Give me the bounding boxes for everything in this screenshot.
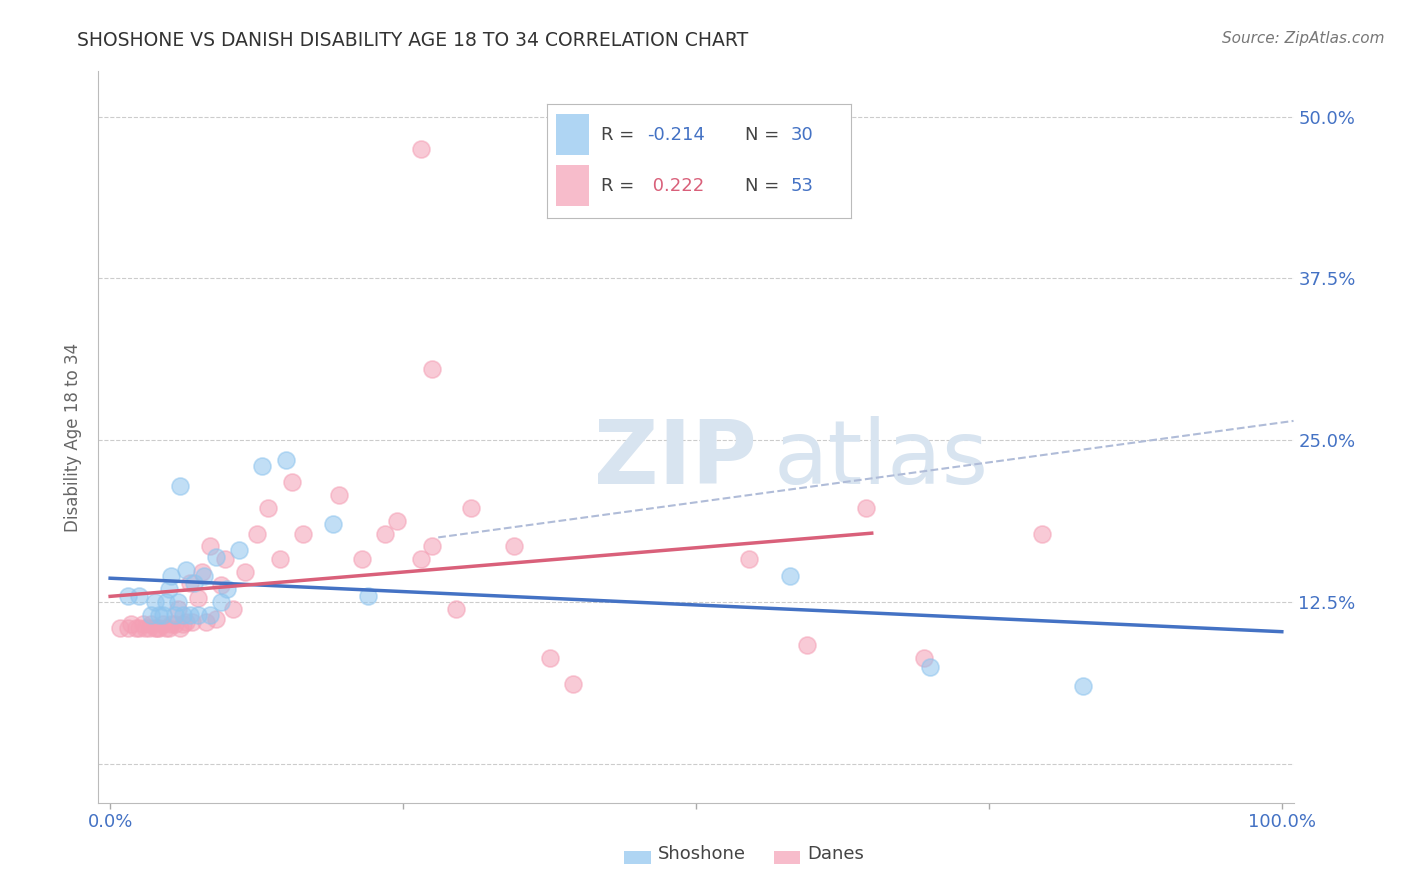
Point xyxy=(163,617,186,632)
Point xyxy=(233,566,256,580)
Point xyxy=(167,595,190,609)
Point xyxy=(252,459,274,474)
Point xyxy=(187,608,209,623)
Point xyxy=(503,540,526,554)
Point xyxy=(128,589,150,603)
Point xyxy=(195,615,218,629)
Text: Danes: Danes xyxy=(807,846,865,863)
Point xyxy=(172,617,194,632)
Point xyxy=(198,540,221,554)
Point xyxy=(357,589,380,603)
Point xyxy=(108,621,131,635)
Point xyxy=(193,569,215,583)
Text: SHOSHONE VS DANISH DISABILITY AGE 18 TO 34 CORRELATION CHART: SHOSHONE VS DANISH DISABILITY AGE 18 TO … xyxy=(77,31,748,50)
Point xyxy=(146,621,169,635)
Point xyxy=(143,595,166,609)
Point xyxy=(117,621,139,635)
Point xyxy=(920,660,942,674)
Point xyxy=(217,582,239,597)
Point xyxy=(160,569,183,583)
Point xyxy=(179,575,201,590)
Point xyxy=(211,595,233,609)
Bar xyxy=(773,851,800,864)
Point xyxy=(204,549,226,564)
Y-axis label: Disability Age 18 to 34: Disability Age 18 to 34 xyxy=(65,343,83,532)
Point xyxy=(183,575,205,590)
Point xyxy=(169,478,191,492)
Point xyxy=(1071,679,1094,693)
Point xyxy=(190,566,212,580)
Point xyxy=(120,617,142,632)
Point xyxy=(143,621,166,635)
Point xyxy=(152,617,174,632)
Point xyxy=(281,475,304,489)
Point xyxy=(385,514,409,528)
Point xyxy=(914,650,936,665)
Point xyxy=(174,563,197,577)
Point xyxy=(160,617,183,632)
Point xyxy=(328,488,350,502)
Point xyxy=(117,589,139,603)
Point xyxy=(152,608,174,623)
Point xyxy=(246,526,269,541)
Text: atlas: atlas xyxy=(773,416,988,502)
Point xyxy=(444,601,467,615)
Point xyxy=(157,582,180,597)
Point xyxy=(292,526,315,541)
Point xyxy=(181,615,204,629)
Point xyxy=(172,608,194,623)
Point xyxy=(163,608,186,623)
Text: Source: ZipAtlas.com: Source: ZipAtlas.com xyxy=(1222,31,1385,46)
Point xyxy=(187,591,209,606)
Point xyxy=(179,608,201,623)
Point xyxy=(169,621,191,635)
Point xyxy=(228,543,250,558)
Point xyxy=(155,621,177,635)
Point xyxy=(409,142,432,156)
Point xyxy=(141,617,163,632)
Text: Shoshone: Shoshone xyxy=(658,846,745,863)
Point xyxy=(198,608,221,623)
Point xyxy=(204,612,226,626)
Point xyxy=(855,500,877,515)
Point xyxy=(460,500,482,515)
Point xyxy=(222,601,245,615)
Point xyxy=(322,517,344,532)
Point xyxy=(274,452,297,467)
Point xyxy=(214,552,236,566)
Point xyxy=(562,676,585,690)
Point xyxy=(134,621,156,635)
Point xyxy=(796,638,818,652)
Point xyxy=(148,621,170,635)
Point xyxy=(738,552,761,566)
Point xyxy=(269,552,291,566)
Point xyxy=(1031,526,1053,541)
Point xyxy=(538,650,561,665)
Point xyxy=(422,362,444,376)
Point xyxy=(352,552,374,566)
Point xyxy=(132,617,155,632)
Point xyxy=(141,608,163,623)
Point xyxy=(138,621,160,635)
Point xyxy=(148,608,170,623)
Point xyxy=(125,621,148,635)
Point xyxy=(779,569,801,583)
Point xyxy=(409,552,432,566)
Point xyxy=(211,578,233,592)
Point xyxy=(128,621,150,635)
Point xyxy=(257,500,280,515)
Point xyxy=(422,540,444,554)
Text: ZIP: ZIP xyxy=(595,416,758,502)
Point xyxy=(174,615,197,629)
Bar xyxy=(624,851,651,864)
Point xyxy=(167,601,190,615)
Point xyxy=(155,595,177,609)
Point xyxy=(374,526,396,541)
Point xyxy=(157,621,180,635)
